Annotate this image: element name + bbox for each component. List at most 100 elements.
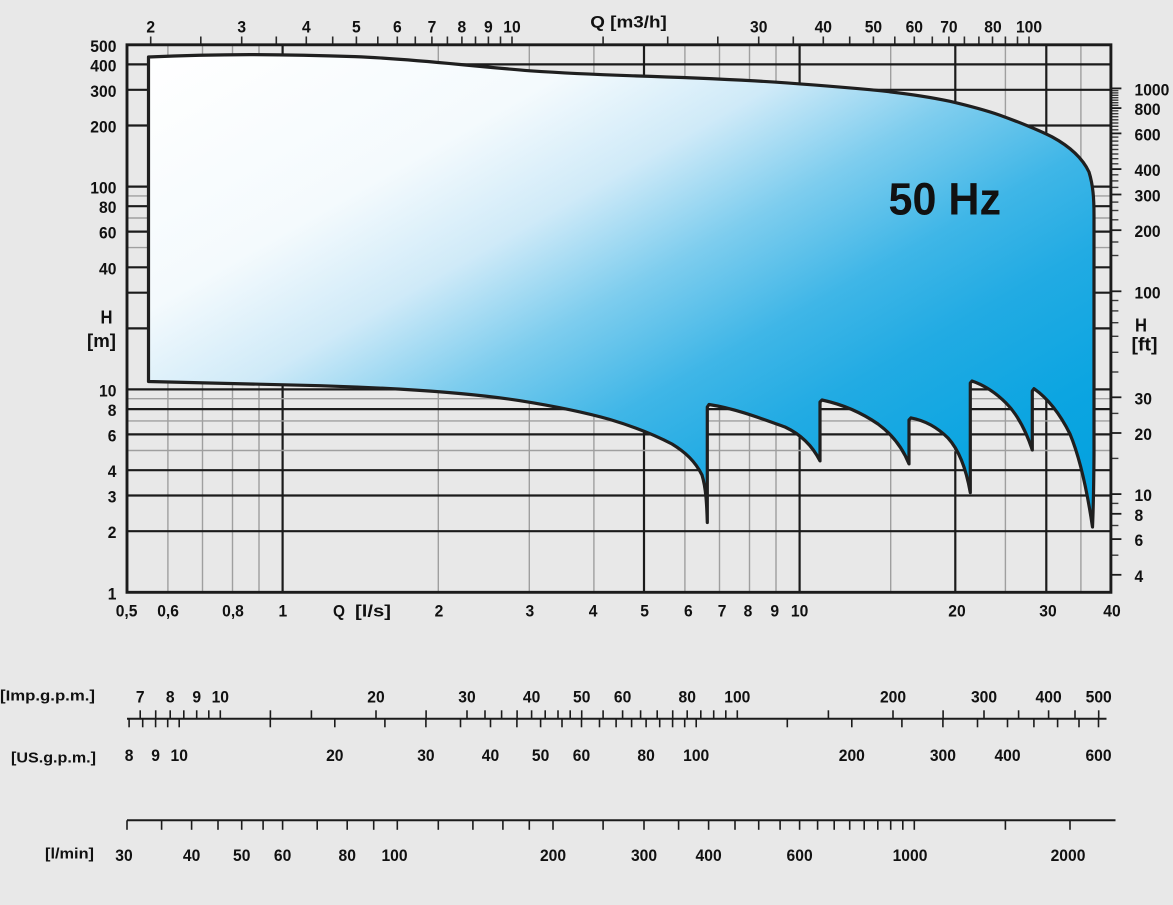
svg-text:300: 300 xyxy=(930,746,956,765)
svg-text:2000: 2000 xyxy=(1051,846,1086,865)
svg-text:7: 7 xyxy=(136,688,145,707)
svg-text:30: 30 xyxy=(417,746,434,765)
svg-text:H: H xyxy=(101,308,113,328)
svg-text:60: 60 xyxy=(274,846,291,865)
svg-text:40: 40 xyxy=(1103,602,1120,621)
svg-text:60: 60 xyxy=(614,688,631,707)
svg-text:100: 100 xyxy=(381,846,407,865)
svg-text:400: 400 xyxy=(90,56,116,75)
svg-text:200: 200 xyxy=(880,688,906,707)
svg-text:80: 80 xyxy=(99,198,116,217)
svg-text:1000: 1000 xyxy=(893,846,928,865)
svg-text:6: 6 xyxy=(1135,531,1144,550)
svg-text:8: 8 xyxy=(166,688,175,707)
svg-text:30: 30 xyxy=(115,846,132,865)
svg-text:40: 40 xyxy=(815,18,832,37)
svg-text:100: 100 xyxy=(1135,283,1161,302)
svg-text:3: 3 xyxy=(526,602,535,621)
svg-text:70: 70 xyxy=(940,18,957,37)
svg-text:2: 2 xyxy=(146,18,155,37)
svg-text:10: 10 xyxy=(503,18,520,37)
svg-text:800: 800 xyxy=(1135,100,1161,119)
svg-text:200: 200 xyxy=(90,118,116,137)
svg-text:7: 7 xyxy=(718,602,727,621)
svg-text:Q [m3/h]: Q [m3/h] xyxy=(590,13,667,32)
svg-text:60: 60 xyxy=(99,224,116,243)
svg-text:600: 600 xyxy=(1085,746,1111,765)
svg-text:300: 300 xyxy=(1135,187,1161,206)
svg-text:300: 300 xyxy=(90,82,116,101)
svg-text:200: 200 xyxy=(1135,222,1161,241)
svg-text:0,8: 0,8 xyxy=(222,602,244,621)
svg-text:100: 100 xyxy=(90,179,116,198)
svg-text:10: 10 xyxy=(212,688,229,707)
svg-text:100: 100 xyxy=(1016,18,1042,37)
svg-text:3: 3 xyxy=(108,488,117,507)
svg-text:3: 3 xyxy=(237,18,246,37)
svg-text:400: 400 xyxy=(696,846,722,865)
svg-text:8: 8 xyxy=(125,746,134,765)
svg-text:2: 2 xyxy=(108,523,117,542)
svg-text:500: 500 xyxy=(90,37,116,56)
svg-text:2: 2 xyxy=(435,602,444,621)
svg-text:40: 40 xyxy=(482,746,499,765)
svg-text:10: 10 xyxy=(99,381,116,400)
svg-text:4: 4 xyxy=(1135,567,1144,586)
svg-text:500: 500 xyxy=(1086,688,1112,707)
svg-text:6: 6 xyxy=(393,18,402,37)
svg-text:100: 100 xyxy=(724,688,750,707)
svg-text:8: 8 xyxy=(108,401,117,420)
svg-text:1000: 1000 xyxy=(1135,80,1170,99)
svg-text:H: H xyxy=(1135,316,1147,336)
svg-text:50: 50 xyxy=(233,846,250,865)
svg-text:20: 20 xyxy=(326,746,343,765)
svg-text:[ft]: [ft] xyxy=(1132,335,1158,355)
svg-text:0,6: 0,6 xyxy=(157,602,179,621)
svg-text:600: 600 xyxy=(787,846,813,865)
svg-text:4: 4 xyxy=(302,18,311,37)
svg-text:50: 50 xyxy=(865,18,882,37)
svg-text:9: 9 xyxy=(484,18,493,37)
svg-text:[m]: [m] xyxy=(87,331,116,351)
svg-text:600: 600 xyxy=(1135,125,1161,144)
svg-text:60: 60 xyxy=(906,18,923,37)
svg-text:80: 80 xyxy=(984,18,1001,37)
svg-text:[l/s]: [l/s] xyxy=(355,602,391,621)
svg-text:6: 6 xyxy=(108,426,117,445)
svg-text:7: 7 xyxy=(428,18,437,37)
svg-text:4: 4 xyxy=(589,602,598,621)
svg-text:100: 100 xyxy=(683,746,709,765)
svg-text:30: 30 xyxy=(458,688,475,707)
svg-text:8: 8 xyxy=(744,602,753,621)
svg-text:Q: Q xyxy=(333,602,345,621)
svg-text:9: 9 xyxy=(192,688,201,707)
svg-text:[l/min]: [l/min] xyxy=(45,846,94,863)
svg-text:300: 300 xyxy=(971,688,997,707)
svg-text:10: 10 xyxy=(171,746,188,765)
svg-text:9: 9 xyxy=(151,746,160,765)
svg-text:80: 80 xyxy=(679,688,696,707)
svg-text:40: 40 xyxy=(99,259,116,278)
svg-text:8: 8 xyxy=(458,18,467,37)
svg-text:4: 4 xyxy=(108,462,117,481)
svg-text:40: 40 xyxy=(523,688,540,707)
svg-text:50: 50 xyxy=(573,688,590,707)
svg-text:1: 1 xyxy=(278,602,287,621)
svg-text:10: 10 xyxy=(1135,486,1152,505)
svg-text:30: 30 xyxy=(1039,602,1056,621)
svg-text:5: 5 xyxy=(640,602,649,621)
svg-text:10: 10 xyxy=(791,602,808,621)
svg-text:400: 400 xyxy=(994,746,1020,765)
svg-text:300: 300 xyxy=(631,846,657,865)
svg-text:30: 30 xyxy=(1135,389,1152,408)
svg-text:9: 9 xyxy=(770,602,779,621)
svg-text:[Imp.g.p.m.]: [Imp.g.p.m.] xyxy=(0,688,95,705)
svg-text:30: 30 xyxy=(750,18,767,37)
svg-text:80: 80 xyxy=(339,846,356,865)
svg-text:50: 50 xyxy=(532,746,549,765)
svg-text:40: 40 xyxy=(183,846,200,865)
svg-text:6: 6 xyxy=(684,602,693,621)
svg-text:50 Hz: 50 Hz xyxy=(889,174,1002,225)
svg-text:20: 20 xyxy=(1135,425,1152,444)
svg-text:60: 60 xyxy=(573,746,590,765)
